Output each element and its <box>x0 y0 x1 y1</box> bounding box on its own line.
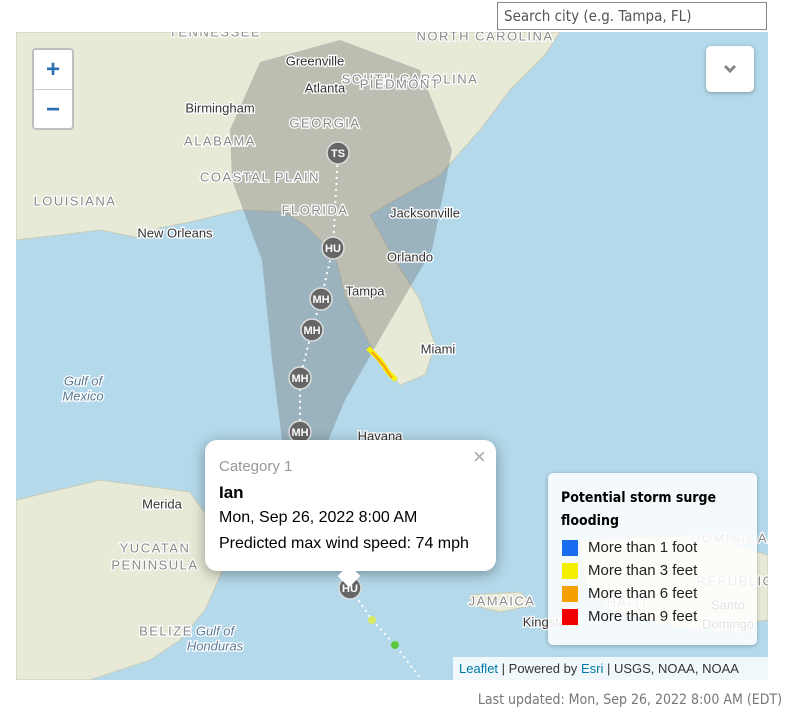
track-point <box>368 616 376 624</box>
map-label: Tampa <box>345 283 385 298</box>
legend-title: Potential storm surge flooding <box>561 490 717 529</box>
map-label: GEORGIA <box>289 115 360 130</box>
track-line <box>299 152 421 679</box>
legend-label: More than 9 feet <box>588 608 698 625</box>
map-label: Gulf of <box>64 373 104 388</box>
legend-swatch <box>562 563 578 579</box>
map-label: JAMAICA <box>469 593 536 608</box>
map-label: Honduras <box>187 638 244 653</box>
map-label: Gulf of <box>196 623 236 638</box>
zoom-out[interactable]: − <box>45 96 60 123</box>
track-marker-label: MH <box>291 373 308 385</box>
legend: Potential storm surge flooding More than… <box>548 473 757 645</box>
popup-wind: Predicted max wind speed: 74 mph <box>219 535 469 552</box>
map-label: Birmingham <box>185 100 254 115</box>
track-marker <box>326 141 350 165</box>
esri-link[interactable]: Esri <box>580 661 604 676</box>
map-label: Greenville <box>286 53 345 68</box>
legend-label: More than 3 feet <box>588 562 698 579</box>
map-label: YUCATAN <box>120 540 191 555</box>
chevron-icon <box>723 64 737 74</box>
legend-label: More than 6 feet <box>588 585 698 602</box>
zoom-in[interactable]: + <box>34 50 72 90</box>
layers-toggle[interactable] <box>706 46 754 92</box>
legend-swatch <box>562 540 578 556</box>
map-label: Orlando <box>387 249 433 264</box>
map-label: Atlanta <box>305 80 346 95</box>
legend-label: More than 1 foot <box>588 539 698 556</box>
attribution: Leaflet | Powered by Esri | USGS, NOAA, … <box>453 657 774 680</box>
map-label: PENINSULA <box>111 557 198 572</box>
map-label: Jacksonville <box>390 205 460 220</box>
map-label: PIEDMONT <box>360 76 441 91</box>
track-marker-label: MH <box>303 325 320 337</box>
track-marker-label: MH <box>312 294 329 306</box>
map-label: Mexico <box>62 388 103 403</box>
legend-swatch <box>562 609 578 625</box>
legend-swatch <box>562 586 578 602</box>
track-point <box>391 641 399 649</box>
map-label: BELIZE <box>139 623 193 638</box>
track-marker-label: HU <box>342 583 358 595</box>
map-label: Miami <box>421 341 456 356</box>
map-label: New Orleans <box>137 225 213 240</box>
last-updated: Last updated: Mon, Sep 26, 2022 8:00 AM … <box>477 692 782 708</box>
map-label: SOUTH CAROLINA <box>342 71 479 86</box>
popup-category: Category 1 <box>219 458 293 475</box>
map-label: NORTH CAROLINA <box>416 32 553 43</box>
track-marker-label: TS <box>331 148 345 160</box>
track-marker <box>300 318 324 342</box>
popup-name: Ian <box>219 483 244 502</box>
zoom-control: + − <box>32 48 74 130</box>
track-marker-label: MH <box>291 427 308 439</box>
leaflet-link[interactable]: Leaflet <box>459 661 499 676</box>
track-marker-label: HU <box>325 243 341 255</box>
track-marker <box>309 287 333 311</box>
popup-close[interactable]: × <box>473 444 486 469</box>
jamaica <box>469 591 537 613</box>
map-label: LOUISIANA <box>34 193 117 208</box>
map-label: ALABAMA <box>184 133 256 148</box>
search-input[interactable]: Search city (e.g. Tampa, FL) <box>497 2 767 30</box>
track-marker <box>321 236 345 260</box>
map-label: COASTAL PLAIN <box>200 169 320 184</box>
popup-time: Mon, Sep 26, 2022 8:00 AM <box>219 509 418 526</box>
map-label: FLORIDA <box>282 202 349 217</box>
yucatan-land <box>16 479 226 680</box>
attribution-text: | USGS, NOAA, NOAA <box>606 661 739 676</box>
map-label: Merida <box>142 496 183 511</box>
attribution-text: | Powered by <box>501 661 578 676</box>
popup: × Category 1 Ian Mon, Sep 26, 2022 8:00 … <box>205 440 496 588</box>
track-marker <box>288 366 312 390</box>
surge-area <box>371 351 393 379</box>
map-label: TENNESSEE <box>169 32 261 39</box>
